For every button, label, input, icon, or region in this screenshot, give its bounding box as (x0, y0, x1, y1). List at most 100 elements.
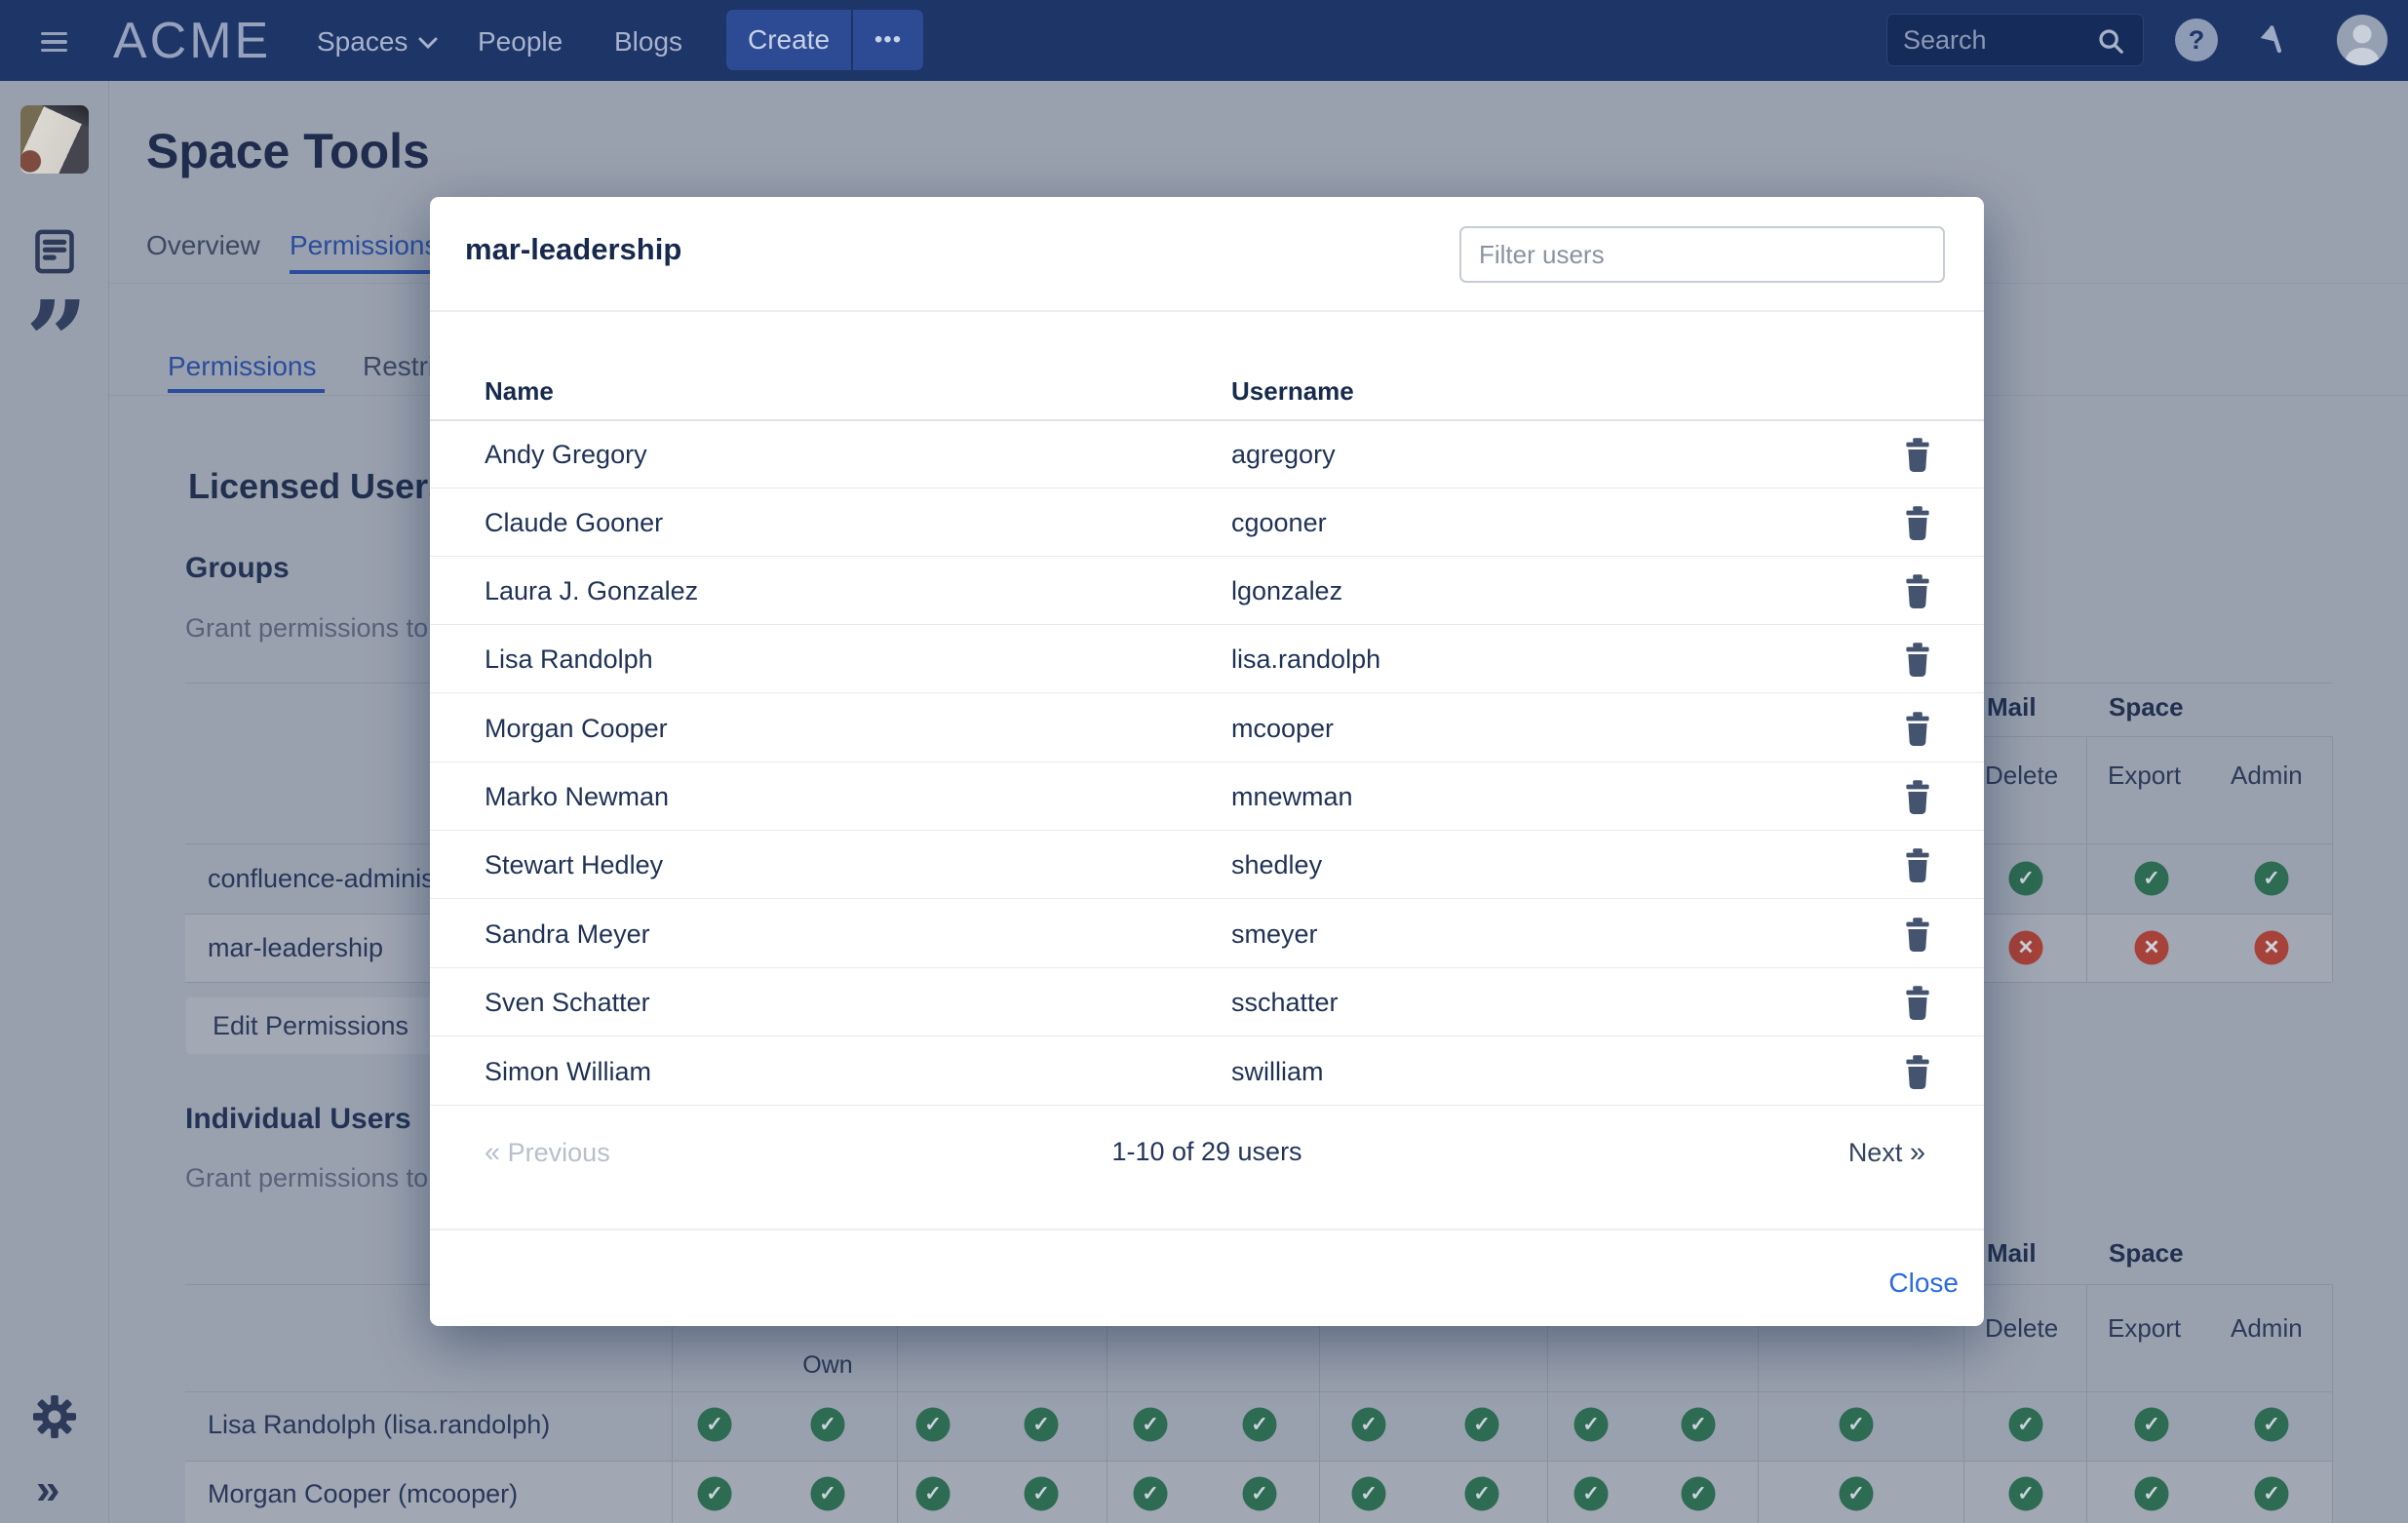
table-header-divider (430, 419, 1984, 421)
group-users-dialog: mar-leadership Name Username Andy Gregor… (430, 197, 1984, 1326)
permission-allowed-icon[interactable] (810, 1407, 845, 1442)
flag-icon[interactable] (2255, 20, 2294, 59)
permission-allowed-icon[interactable] (1573, 1407, 1609, 1442)
trash-icon (1906, 712, 1929, 746)
permission-denied-icon[interactable] (2134, 930, 2169, 965)
trash-icon (1906, 1055, 1929, 1089)
col-header-mail: Mail (1987, 1238, 2037, 1268)
permission-allowed-icon[interactable] (1681, 1407, 1716, 1442)
permission-allowed-icon[interactable] (2008, 1407, 2043, 1442)
more-actions-button[interactable]: ••• (853, 10, 923, 70)
subtab-underline (168, 389, 325, 393)
close-dialog-link[interactable]: Close (1888, 1268, 1959, 1298)
permission-allowed-icon[interactable] (1024, 1476, 1059, 1511)
nav-item-spaces[interactable]: Spaces (317, 26, 408, 57)
trash-icon (1906, 438, 1929, 472)
user-table-row: Marko Newman mnewman (430, 762, 1984, 831)
permission-denied-icon[interactable] (2008, 930, 2043, 965)
app-logo[interactable]: ACME (113, 13, 272, 69)
gear-icon[interactable] (32, 1394, 77, 1439)
permission-allowed-icon[interactable] (1839, 1476, 1874, 1511)
permission-allowed-icon[interactable] (2254, 1476, 2289, 1511)
table-line (1963, 1284, 1964, 1523)
double-chevron-right-icon: » (1909, 1137, 1925, 1168)
permission-allowed-icon[interactable] (810, 1476, 845, 1511)
permission-allowed-icon[interactable] (1573, 1476, 1609, 1511)
user-table-row: Morgan Cooper mcooper (430, 694, 1984, 762)
remove-user-button[interactable] (1902, 985, 1933, 1023)
user-username: lgonzalez (1231, 576, 1343, 605)
remove-user-button[interactable] (1902, 1054, 1933, 1092)
permission-allowed-icon[interactable] (1133, 1476, 1168, 1511)
page-title: Space Tools (146, 124, 430, 178)
remove-user-button[interactable] (1902, 573, 1933, 611)
pagination-next[interactable]: Next » (1847, 1137, 1925, 1168)
space-logo-thumbnail[interactable] (20, 105, 89, 174)
groups-heading: Groups (185, 552, 290, 584)
user-username: smeyer (1231, 919, 1318, 949)
tab-permissions[interactable]: Permissions (290, 230, 439, 260)
user-username: agregory (1231, 440, 1336, 469)
search-icon[interactable] (2096, 26, 2125, 56)
permission-allowed-icon[interactable] (2254, 1407, 2289, 1442)
remove-user-button[interactable] (1902, 437, 1933, 475)
remove-user-button[interactable] (1902, 505, 1933, 543)
permission-allowed-icon[interactable] (1351, 1476, 1386, 1511)
permission-allowed-icon[interactable] (915, 1476, 951, 1511)
permission-allowed-icon[interactable] (1351, 1407, 1386, 1442)
permission-allowed-icon[interactable] (1133, 1407, 1168, 1442)
permission-allowed-icon[interactable] (2008, 861, 2043, 896)
permission-denied-icon[interactable] (2254, 930, 2289, 965)
pagination-info: 1-10 of 29 users (1111, 1137, 1302, 1166)
pages-icon[interactable] (34, 229, 75, 274)
col-subheader-delete: Delete (1985, 761, 2059, 790)
subtab-permissions[interactable]: Permissions (168, 351, 317, 381)
permission-allowed-icon[interactable] (2134, 1407, 2169, 1442)
hamburger-menu-icon[interactable] (41, 27, 67, 57)
user-table-row: Lisa Randolph lisa.randolph (430, 625, 1984, 693)
user-username: lisa.randolph (1231, 644, 1381, 674)
permission-allowed-icon[interactable] (2134, 1476, 2169, 1511)
create-button-group: Create ••• (726, 10, 923, 70)
permission-allowed-icon[interactable] (1464, 1476, 1499, 1511)
user-table-row: Stewart Hedley shedley (430, 831, 1984, 899)
permission-allowed-icon[interactable] (915, 1407, 951, 1442)
tab-underline (290, 270, 453, 274)
permission-allowed-icon[interactable] (697, 1476, 732, 1511)
permission-allowed-icon[interactable] (697, 1407, 732, 1442)
individual-users-heading: Individual Users (185, 1103, 411, 1135)
table-line (2332, 1284, 2333, 1523)
remove-user-button[interactable] (1902, 711, 1933, 749)
permission-allowed-icon[interactable] (1242, 1407, 1277, 1442)
permission-allowed-icon[interactable] (1464, 1407, 1499, 1442)
blog-quote-icon[interactable]: ” (25, 278, 89, 406)
remove-user-button[interactable] (1902, 917, 1933, 955)
remove-user-button[interactable] (1902, 779, 1933, 817)
tab-overview[interactable]: Overview (146, 230, 260, 260)
user-avatar[interactable] (2337, 15, 2388, 65)
nav-item-people[interactable]: People (478, 26, 563, 57)
search-input[interactable] (1903, 15, 2088, 65)
remove-user-button[interactable] (1902, 642, 1933, 680)
filter-users-input[interactable] (1459, 226, 1945, 283)
licensed-users-heading: Licensed Users (188, 466, 448, 506)
expand-sidebar-icon[interactable]: » (36, 1465, 60, 1513)
remove-user-button[interactable] (1902, 847, 1933, 885)
permission-allowed-icon[interactable] (1681, 1476, 1716, 1511)
help-icon[interactable]: ? (2175, 19, 2218, 61)
chevron-down-icon (418, 37, 438, 50)
edit-permissions-button[interactable]: Edit Permissions (185, 996, 436, 1055)
permission-allowed-icon[interactable] (1242, 1476, 1277, 1511)
user-table-row: Claude Gooner cgooner (430, 488, 1984, 557)
nav-item-blogs[interactable]: Blogs (614, 26, 683, 57)
create-button[interactable]: Create (726, 10, 851, 70)
user-table-row: Sven Schatter sschatter (430, 968, 1984, 1036)
permission-allowed-icon[interactable] (1024, 1407, 1059, 1442)
permission-allowed-icon[interactable] (2254, 861, 2289, 896)
table-line (2332, 736, 2333, 982)
user-username: shedley (1231, 850, 1323, 879)
permission-allowed-icon[interactable] (2134, 861, 2169, 896)
user-table-row: Sandra Meyer smeyer (430, 900, 1984, 968)
permission-allowed-icon[interactable] (2008, 1476, 2043, 1511)
permission-allowed-icon[interactable] (1839, 1407, 1874, 1442)
